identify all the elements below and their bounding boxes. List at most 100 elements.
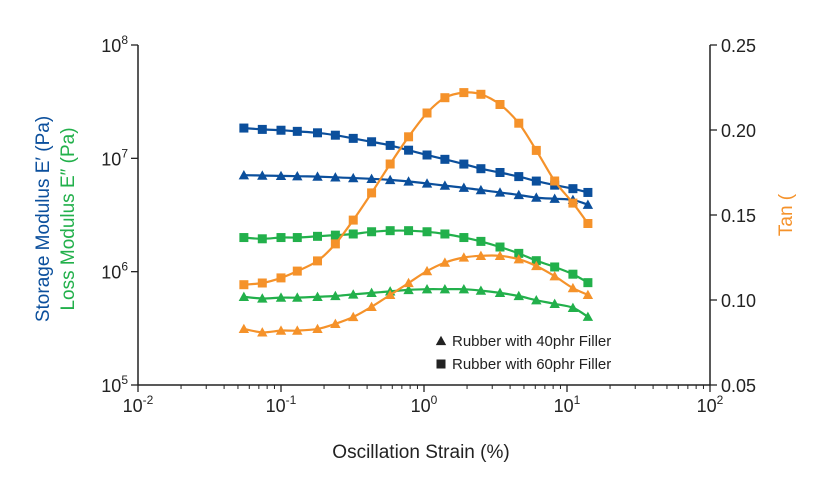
data-point — [404, 145, 414, 155]
data-point — [238, 291, 250, 301]
data-point — [513, 254, 524, 264]
data-point — [550, 262, 560, 272]
data-point — [367, 188, 377, 198]
data-point — [475, 285, 487, 295]
data-point — [367, 137, 377, 147]
data-point — [348, 229, 358, 239]
series-tan-triangle — [238, 250, 594, 337]
data-point — [531, 260, 542, 271]
data-point — [531, 295, 542, 305]
data-point — [239, 280, 249, 290]
data-point — [476, 236, 486, 246]
data-point — [458, 284, 470, 294]
y-axis-title-storage: Storage Modulus E′ (Pa) — [33, 116, 54, 322]
data-point — [494, 187, 506, 197]
series-storage-triangle — [238, 169, 594, 209]
data-point — [531, 145, 541, 155]
data-point — [292, 233, 302, 243]
data-point — [238, 169, 250, 180]
data-point — [514, 118, 524, 128]
data-point — [582, 289, 594, 300]
y-tick-base: 10 — [101, 376, 121, 396]
x-tick-label: 10-1 — [266, 393, 297, 416]
data-point — [257, 124, 267, 134]
data-point — [348, 172, 359, 183]
data-point — [440, 229, 450, 239]
data-point — [257, 170, 268, 180]
y-tick-label: 107 — [101, 146, 128, 169]
data-point — [275, 170, 287, 181]
x-tick-exponent: 1 — [574, 393, 581, 407]
data-point — [366, 173, 377, 183]
series-tan-square — [239, 88, 593, 290]
data-point — [348, 311, 359, 322]
data-point — [422, 150, 432, 160]
x-tick-exponent: -2 — [143, 393, 154, 407]
data-point — [312, 171, 323, 181]
data-point — [312, 291, 323, 301]
y-tick-base: 10 — [101, 36, 121, 56]
data-point — [257, 278, 267, 288]
data-point — [495, 100, 505, 109]
data-point — [422, 108, 432, 118]
data-point — [583, 187, 593, 197]
y2-axis-ticks: 0.05 0.10 0.15 0.20 0.25 — [710, 36, 756, 396]
x-tick-base: 10 — [266, 396, 286, 416]
data-point — [348, 133, 358, 143]
x-tick-exponent: 0 — [431, 393, 438, 407]
data-point — [459, 233, 469, 243]
data-point — [257, 293, 268, 303]
data-point — [439, 180, 451, 190]
data-point — [514, 172, 524, 182]
data-point — [531, 256, 541, 266]
data-point — [404, 132, 414, 142]
data-point — [257, 234, 267, 244]
data-point — [384, 174, 396, 185]
data-point — [292, 126, 302, 136]
data-point — [330, 290, 341, 301]
data-point — [385, 226, 395, 236]
data-point — [549, 193, 560, 203]
data-point — [292, 325, 303, 335]
data-point — [384, 289, 396, 300]
data-point — [292, 171, 303, 181]
data-point — [513, 189, 524, 200]
data-point — [476, 89, 486, 99]
data-point — [494, 287, 506, 298]
data-point — [550, 176, 560, 186]
data-point — [568, 269, 578, 279]
y-tick-label: 108 — [101, 33, 128, 56]
data-point — [549, 298, 560, 309]
x-tick-exponent: 2 — [717, 393, 724, 407]
data-point — [366, 301, 377, 311]
y-tick-exponent: 6 — [121, 260, 128, 274]
data-point — [292, 292, 303, 302]
y-axis-title-loss: Loss Modulus E″ (Pa) — [58, 127, 79, 310]
data-point — [421, 284, 433, 294]
y2-tick-label: 0.25 — [721, 36, 756, 56]
y-tick-label: 106 — [101, 260, 128, 283]
legend: Rubber with 40phr Filler Rubber with 60ph… — [435, 333, 611, 373]
data-point — [514, 248, 524, 258]
data-point — [313, 128, 323, 138]
series-storage-square — [239, 123, 593, 197]
x-axis-ticks: 10-2 10-1 100 101 102 — [123, 385, 724, 416]
data-point — [422, 227, 432, 237]
data-point — [403, 284, 414, 295]
y2-tick-label: 0.20 — [721, 121, 756, 141]
data-point — [404, 226, 414, 236]
data-point — [421, 178, 433, 188]
data-point — [330, 130, 340, 140]
data-point — [531, 176, 541, 186]
x-tick-label: 10-2 — [123, 393, 154, 416]
data-point — [239, 233, 249, 243]
data-point — [567, 302, 579, 312]
data-point — [312, 323, 323, 334]
data-point — [276, 273, 286, 283]
x-axis-title: Oscillation Strain (%) — [332, 442, 509, 463]
y-tick-exponent: 5 — [121, 373, 128, 387]
x-tick-label: 100 — [411, 393, 438, 416]
data-point — [583, 219, 593, 228]
legend-marker-square — [436, 359, 446, 369]
